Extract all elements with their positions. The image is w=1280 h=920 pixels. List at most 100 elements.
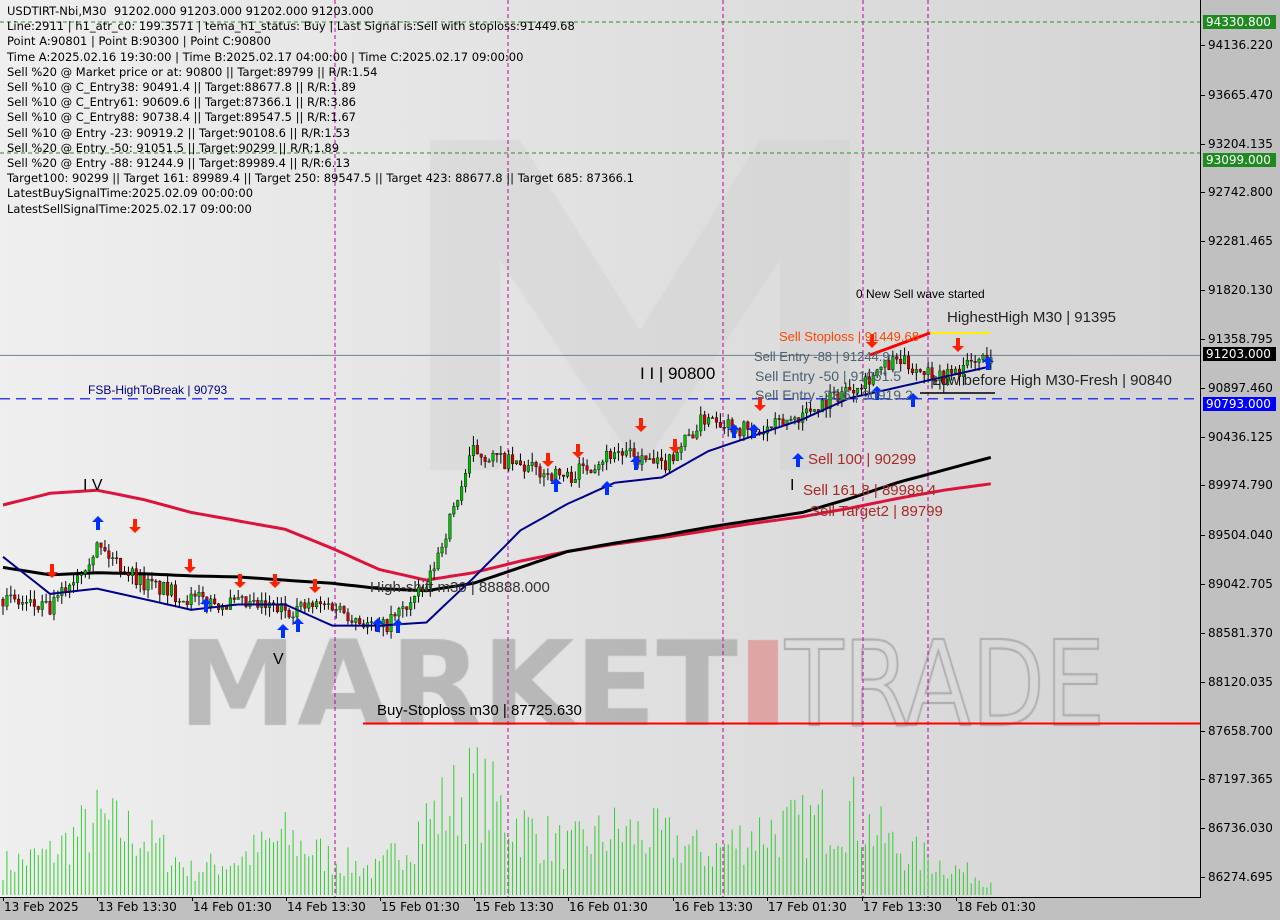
info-line: Sell %10 @ C_Entry88: 90738.4 || Target:…: [7, 110, 356, 125]
candle-body: [464, 472, 468, 487]
candle-body: [667, 454, 671, 471]
candle-body: [844, 387, 848, 392]
candle-body: [530, 462, 534, 466]
candle: [667, 453, 671, 474]
candle: [871, 372, 875, 387]
candle: [499, 445, 503, 464]
candle: [479, 453, 483, 466]
sell-entry-88-label: Sell Entry -88 | 91244.9: [754, 349, 890, 364]
candle-body: [334, 609, 338, 611]
candle-body: [319, 601, 323, 605]
price-tick-mark: [1201, 485, 1205, 487]
candle: [707, 413, 711, 428]
price-tick-mark: [1201, 143, 1205, 145]
candle: [358, 615, 362, 625]
buy-arrow-icon: [92, 516, 104, 530]
price-tick-label: 93665.470: [1208, 87, 1273, 102]
candle: [624, 442, 628, 458]
candle: [601, 459, 605, 472]
candle: [926, 361, 930, 383]
candle: [334, 603, 338, 619]
candle-body: [907, 355, 911, 370]
candle: [487, 458, 491, 463]
candle-body: [871, 375, 875, 385]
candle-body: [499, 453, 503, 455]
candle-body: [605, 450, 609, 463]
candle: [283, 595, 287, 619]
candle-body: [444, 538, 448, 548]
candle-body: [177, 601, 181, 603]
price-tick-mark: [1201, 45, 1205, 46]
candle: [166, 573, 170, 604]
candle: [170, 582, 174, 598]
candle-body: [687, 434, 691, 436]
info-line: LatestSellSignalTime:2025.02.17 09:00:00: [7, 201, 252, 216]
candle-body: [538, 466, 542, 478]
price-tick-label: 88120.035: [1208, 674, 1273, 689]
candle: [287, 608, 291, 619]
candle: [5, 588, 9, 611]
candle-body: [358, 618, 362, 624]
candle-body: [624, 450, 628, 456]
candle: [123, 566, 127, 575]
candle-body: [436, 552, 440, 570]
candle: [534, 460, 538, 476]
candle: [52, 589, 56, 621]
candle: [342, 605, 346, 615]
candle-body: [573, 479, 577, 483]
new-wave-label: 0 New Sell wave started: [856, 287, 985, 301]
candle-body: [185, 600, 189, 605]
candle-body: [973, 361, 977, 363]
chart-plot-area[interactable]: USDTIRT-Nbi,M30 91202.000 91203.000 9120…: [0, 0, 1201, 898]
candle-body: [609, 450, 613, 459]
candle: [417, 579, 421, 603]
candle-body: [707, 417, 711, 425]
candle-body: [467, 455, 471, 474]
candle: [17, 594, 21, 609]
candle-body: [562, 474, 566, 477]
info-panel: USDTIRT-Nbi,M30 91202.000 91203.000 9120…: [7, 4, 634, 217]
buy-arrow-icon: [982, 356, 994, 370]
candle: [138, 568, 142, 593]
time-tick-mark: [474, 897, 475, 901]
candle-body: [303, 602, 307, 609]
candle-body: [981, 354, 985, 360]
candle-body: [232, 597, 236, 600]
candle-body: [197, 591, 201, 597]
candle: [613, 446, 617, 463]
candle-body: [491, 453, 495, 462]
candle: [542, 469, 546, 487]
candle: [522, 461, 526, 479]
candle: [291, 611, 295, 625]
candle-body: [601, 461, 605, 465]
candle-body: [107, 550, 111, 559]
candle-body: [820, 399, 824, 413]
candle-body: [565, 471, 569, 477]
candle: [197, 584, 201, 606]
candle: [393, 612, 397, 622]
candle-body: [507, 454, 511, 470]
candle: [475, 439, 479, 455]
candle: [362, 619, 366, 630]
candle-body: [287, 610, 291, 618]
candle-body: [307, 602, 311, 609]
candle: [252, 592, 256, 605]
candle-body: [28, 599, 32, 603]
candle-body: [189, 593, 193, 605]
candle-body: [295, 606, 299, 618]
candle: [660, 449, 664, 470]
candle: [193, 590, 197, 603]
price-tick-label: 92742.800: [1208, 185, 1273, 200]
candle: [260, 592, 264, 614]
candle: [907, 351, 911, 375]
candle-body: [150, 578, 154, 582]
candle-body: [322, 603, 326, 606]
info-line: Sell %10 @ Entry -23: 90919.2 || Target:…: [7, 125, 351, 140]
candle-body: [146, 578, 150, 591]
candle: [213, 594, 217, 605]
candle: [456, 499, 460, 510]
candle-body: [934, 380, 938, 382]
candle: [32, 590, 36, 616]
candle-body: [805, 408, 809, 414]
candle: [699, 406, 703, 437]
